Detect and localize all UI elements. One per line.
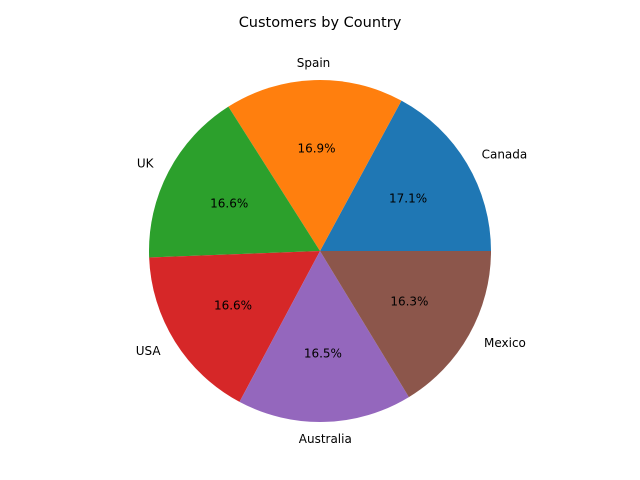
- pie-slices: [148, 79, 491, 422]
- slice-label-australia: Australia: [299, 432, 352, 446]
- slice-label-uk: UK: [137, 157, 155, 171]
- percent-label-canada: 17.1%: [389, 192, 427, 206]
- percent-label-mexico: 16.3%: [390, 294, 428, 308]
- pie-slice-canada: [320, 100, 491, 251]
- percent-label-spain: 16.9%: [297, 142, 335, 156]
- slice-label-usa: USA: [136, 344, 162, 358]
- percent-label-uk: 16.6%: [210, 196, 248, 210]
- slice-label-canada: Canada: [482, 148, 528, 162]
- slice-label-mexico: Mexico: [484, 336, 526, 350]
- pie-slice-mexico: [320, 251, 491, 398]
- chart-title: Customers by Country: [239, 15, 402, 31]
- pie-slice-uk: [148, 106, 320, 258]
- percent-label-usa: 16.6%: [214, 298, 252, 312]
- pie-labels: Canada 17.1% Spain 16.9% UK 16.6% USA 16.6% Aust…: [136, 56, 528, 446]
- pie-slice-australia: [239, 251, 409, 422]
- pie-slice-usa: [149, 251, 320, 402]
- percent-label-australia: 16.5%: [304, 347, 342, 361]
- slice-label-spain: Spain: [297, 56, 331, 70]
- pie-slice-spain: [228, 79, 402, 251]
